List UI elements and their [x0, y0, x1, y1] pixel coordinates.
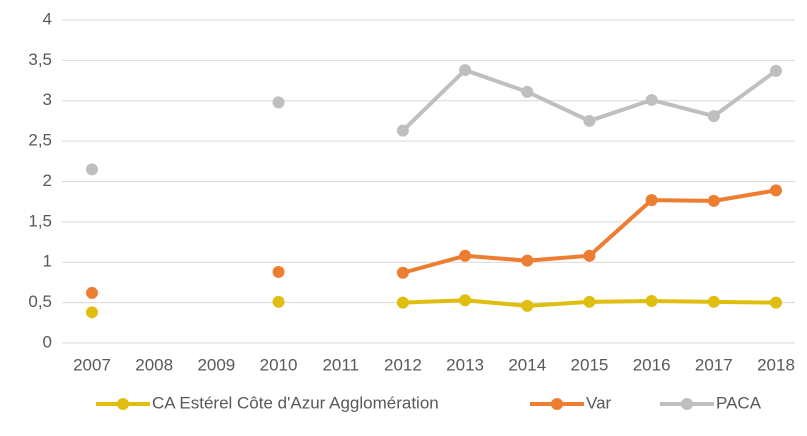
data-point: [707, 295, 720, 308]
data-point: [583, 249, 596, 262]
data-point: [521, 299, 534, 312]
data-point: [459, 249, 472, 262]
data-point: [396, 124, 409, 137]
data-point: [770, 296, 782, 309]
x-tick-label: 2018: [757, 355, 795, 374]
y-tick-label: 2,5: [28, 131, 52, 150]
legend-swatch-marker: [551, 398, 563, 410]
x-tick-label: 2010: [260, 355, 298, 374]
y-tick-label: 3: [43, 90, 52, 109]
y-tick-label: 3,5: [28, 50, 52, 69]
data-point: [86, 286, 98, 299]
data-point: [272, 265, 285, 278]
legend-label: CA Estérel Côte d'Azur Agglomération: [152, 393, 439, 412]
legend-label: PACA: [716, 393, 762, 412]
x-tick-label: 2007: [73, 355, 111, 374]
legend-swatch-marker: [681, 398, 693, 410]
x-tick-label: 2008: [135, 355, 173, 374]
x-tick-label: 2012: [384, 355, 422, 374]
data-point: [770, 184, 782, 197]
y-tick-label: 1: [43, 252, 52, 271]
legend-item: CA Estérel Côte d'Azur Agglomération: [96, 393, 439, 412]
data-point: [521, 254, 534, 267]
data-point: [770, 64, 782, 77]
data-point: [707, 110, 720, 123]
data-point: [459, 64, 472, 77]
legend-item: PACA: [660, 393, 762, 412]
data-point: [583, 114, 596, 127]
data-point: [645, 194, 658, 207]
data-point: [272, 295, 285, 308]
x-tick-label: 2017: [695, 355, 733, 374]
data-point: [645, 93, 658, 106]
y-tick-label: 1,5: [28, 211, 52, 230]
legend-item: Var: [530, 393, 612, 412]
x-tick-label: 2009: [197, 355, 235, 374]
x-tick-label: 2015: [571, 355, 609, 374]
data-point: [396, 266, 409, 279]
data-point: [86, 306, 98, 319]
data-point: [396, 296, 409, 309]
x-tick-label: 2013: [446, 355, 484, 374]
x-tick-label: 2011: [322, 355, 359, 374]
y-tick-label: 0,5: [28, 292, 52, 311]
legend-swatch-marker: [117, 398, 129, 410]
data-point: [272, 96, 285, 109]
data-point: [707, 194, 720, 207]
data-point: [645, 295, 658, 308]
y-tick-label: 4: [43, 9, 52, 28]
y-tick-label: 0: [43, 332, 52, 351]
x-tick-label: 2014: [508, 355, 546, 374]
data-point: [459, 294, 472, 307]
data-point: [86, 163, 98, 176]
data-point: [521, 85, 534, 98]
x-tick-label: 2016: [633, 355, 671, 374]
legend-label: Var: [586, 393, 612, 412]
y-tick-label: 2: [43, 171, 52, 190]
data-point: [583, 295, 596, 308]
